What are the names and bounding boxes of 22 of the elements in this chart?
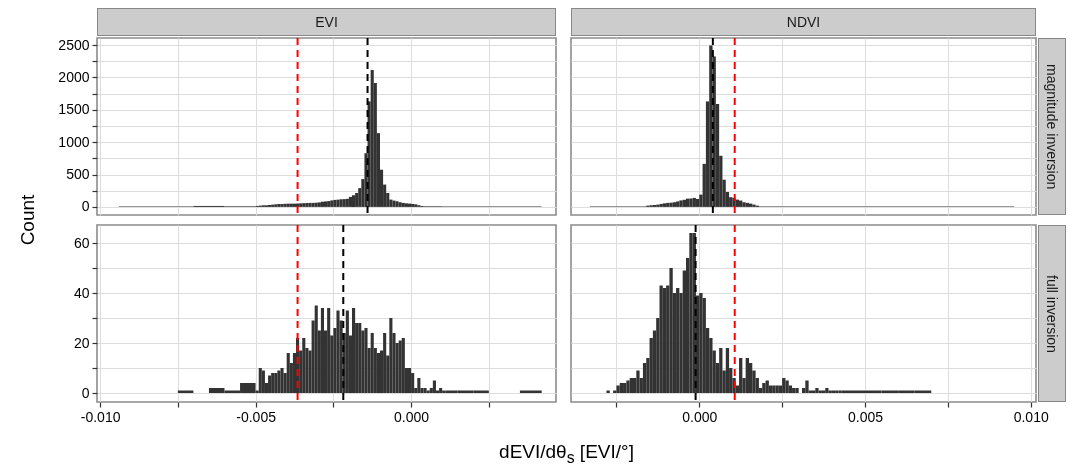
y-tick-label: 60	[73, 234, 90, 251]
y-tick-label: 500	[66, 166, 90, 183]
y-tick-label: 2000	[58, 68, 90, 85]
chart-title: EVI	[97, 8, 556, 36]
x-tick-label: 0.000	[682, 408, 718, 425]
x-tick-label: -0.010	[80, 408, 121, 425]
y2-axis-title: full inversion	[1038, 225, 1066, 402]
x-tick-label: 0.010	[1013, 408, 1049, 425]
y2-axis-title: magnitude inversion	[1038, 38, 1066, 215]
x-tick-label: -0.005	[236, 408, 277, 425]
y-tick-label: 0	[81, 384, 90, 401]
y-axis-title: Count	[17, 194, 39, 246]
x-tick-label: 0.005	[847, 408, 884, 425]
chart-title: NDVI	[571, 8, 1036, 36]
y-tick-label: 2500	[58, 36, 90, 53]
y-tick-label: 1500	[58, 101, 90, 118]
y-tick-label: 1000	[58, 133, 90, 150]
y-tick-label: 20	[73, 334, 90, 351]
y-tick-label: 0	[81, 198, 90, 215]
x-tick-label: 0.000	[394, 408, 430, 425]
x-axis-title: dEVI/dθ$_{s}$ [EVI/°]	[499, 441, 634, 467]
y-tick-label: 40	[73, 284, 90, 301]
